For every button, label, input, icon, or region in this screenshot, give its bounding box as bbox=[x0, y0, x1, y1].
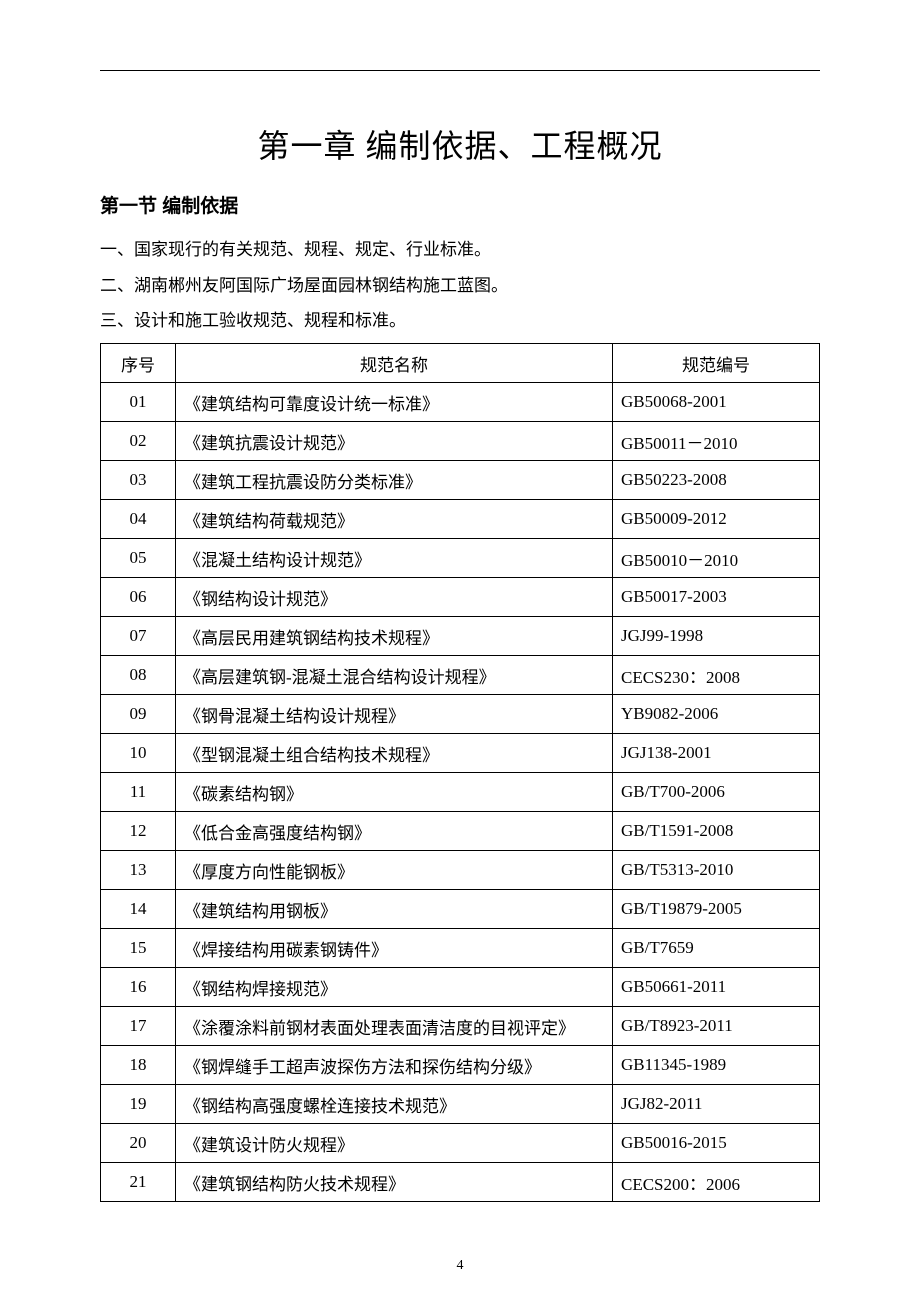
table-row: 03《建筑工程抗震设防分类标准》GB50223-2008 bbox=[101, 461, 820, 500]
cell-seq: 15 bbox=[101, 929, 176, 968]
table-body: 01《建筑结构可靠度设计统一标准》GB50068-200102《建筑抗震设计规范… bbox=[101, 383, 820, 1202]
cell-name: 《钢结构设计规范》 bbox=[176, 578, 613, 617]
th-code: 规范编号 bbox=[613, 344, 820, 383]
th-name: 规范名称 bbox=[176, 344, 613, 383]
cell-code: JGJ99-1998 bbox=[613, 617, 820, 656]
cell-name: 《型钢混凝土组合结构技术规程》 bbox=[176, 734, 613, 773]
cell-code: GB/T19879-2005 bbox=[613, 890, 820, 929]
cell-name: 《焊接结构用碳素钢铸件》 bbox=[176, 929, 613, 968]
cell-name: 《钢焊缝手工超声波探伤方法和探伤结构分级》 bbox=[176, 1046, 613, 1085]
cell-code: GB50068-2001 bbox=[613, 383, 820, 422]
cell-name: 《建筑结构可靠度设计统一标准》 bbox=[176, 383, 613, 422]
table-row: 18《钢焊缝手工超声波探伤方法和探伤结构分级》GB11345-1989 bbox=[101, 1046, 820, 1085]
table-row: 07《高层民用建筑钢结构技术规程》JGJ99-1998 bbox=[101, 617, 820, 656]
th-seq: 序号 bbox=[101, 344, 176, 383]
page-number: 4 bbox=[0, 1258, 920, 1274]
cell-code: CECS200：2006 bbox=[613, 1163, 820, 1202]
cell-code: GB50011－2010 bbox=[613, 422, 820, 461]
table-row: 21《建筑钢结构防火技术规程》CECS200：2006 bbox=[101, 1163, 820, 1202]
cell-code: GB50010－2010 bbox=[613, 539, 820, 578]
cell-name: 《混凝土结构设计规范》 bbox=[176, 539, 613, 578]
cell-seq: 21 bbox=[101, 1163, 176, 1202]
cell-code: YB9082-2006 bbox=[613, 695, 820, 734]
cell-seq: 04 bbox=[101, 500, 176, 539]
cell-seq: 09 bbox=[101, 695, 176, 734]
paragraph: 三、设计和施工验收规范、规程和标准。 bbox=[100, 303, 820, 339]
cell-name: 《建筑设计防火规程》 bbox=[176, 1124, 613, 1163]
cell-name: 《建筑钢结构防火技术规程》 bbox=[176, 1163, 613, 1202]
cell-seq: 12 bbox=[101, 812, 176, 851]
table-row: 08《高层建筑钢-混凝土混合结构设计规程》CECS230：2008 bbox=[101, 656, 820, 695]
table-row: 15《焊接结构用碳素钢铸件》GB/T7659 bbox=[101, 929, 820, 968]
cell-code: JGJ138-2001 bbox=[613, 734, 820, 773]
cell-seq: 06 bbox=[101, 578, 176, 617]
cell-name: 《涂覆涂料前钢材表面处理表面清洁度的目视评定》 bbox=[176, 1007, 613, 1046]
table-row: 04《建筑结构荷载规范》GB50009-2012 bbox=[101, 500, 820, 539]
cell-code: GB50016-2015 bbox=[613, 1124, 820, 1163]
page-container: 第一章 编制依据、工程概况 第一节 编制依据 一、国家现行的有关规范、规程、规定… bbox=[0, 0, 920, 1302]
table-row: 02《建筑抗震设计规范》GB50011－2010 bbox=[101, 422, 820, 461]
cell-code: GB/T5313-2010 bbox=[613, 851, 820, 890]
cell-code: GB50661-2011 bbox=[613, 968, 820, 1007]
cell-code: GB50017-2003 bbox=[613, 578, 820, 617]
cell-code: GB/T700-2006 bbox=[613, 773, 820, 812]
cell-seq: 16 bbox=[101, 968, 176, 1007]
cell-code: GB50223-2008 bbox=[613, 461, 820, 500]
cell-name: 《建筑结构荷载规范》 bbox=[176, 500, 613, 539]
table-row: 01《建筑结构可靠度设计统一标准》GB50068-2001 bbox=[101, 383, 820, 422]
table-row: 05《混凝土结构设计规范》GB50010－2010 bbox=[101, 539, 820, 578]
cell-seq: 14 bbox=[101, 890, 176, 929]
header-rule bbox=[100, 70, 820, 71]
paragraph: 二、湖南郴州友阿国际广场屋面园林钢结构施工蓝图。 bbox=[100, 268, 820, 304]
table-row: 11《碳素结构钢》GB/T700-2006 bbox=[101, 773, 820, 812]
cell-name: 《高层建筑钢-混凝土混合结构设计规程》 bbox=[176, 656, 613, 695]
cell-code: GB/T1591-2008 bbox=[613, 812, 820, 851]
table-header-row: 序号 规范名称 规范编号 bbox=[101, 344, 820, 383]
paragraph: 一、国家现行的有关规范、规程、规定、行业标准。 bbox=[100, 232, 820, 268]
cell-code: GB/T7659 bbox=[613, 929, 820, 968]
cell-code: JGJ82-2011 bbox=[613, 1085, 820, 1124]
table-row: 06《钢结构设计规范》GB50017-2003 bbox=[101, 578, 820, 617]
cell-seq: 19 bbox=[101, 1085, 176, 1124]
cell-seq: 01 bbox=[101, 383, 176, 422]
cell-name: 《碳素结构钢》 bbox=[176, 773, 613, 812]
table-row: 13《厚度方向性能钢板》GB/T5313-2010 bbox=[101, 851, 820, 890]
table-row: 14《建筑结构用钢板》GB/T19879-2005 bbox=[101, 890, 820, 929]
table-row: 20《建筑设计防火规程》GB50016-2015 bbox=[101, 1124, 820, 1163]
cell-code: GB11345-1989 bbox=[613, 1046, 820, 1085]
cell-code: GB50009-2012 bbox=[613, 500, 820, 539]
table-row: 10《型钢混凝土组合结构技术规程》JGJ138-2001 bbox=[101, 734, 820, 773]
section-title: 第一节 编制依据 bbox=[100, 191, 820, 218]
table-row: 12《低合金高强度结构钢》GB/T1591-2008 bbox=[101, 812, 820, 851]
cell-seq: 17 bbox=[101, 1007, 176, 1046]
chapter-title: 第一章 编制依据、工程概况 bbox=[100, 121, 820, 167]
cell-seq: 18 bbox=[101, 1046, 176, 1085]
cell-name: 《建筑抗震设计规范》 bbox=[176, 422, 613, 461]
cell-name: 《低合金高强度结构钢》 bbox=[176, 812, 613, 851]
standards-table: 序号 规范名称 规范编号 01《建筑结构可靠度设计统一标准》GB50068-20… bbox=[100, 343, 820, 1202]
cell-code: GB/T8923-2011 bbox=[613, 1007, 820, 1046]
cell-name: 《建筑工程抗震设防分类标准》 bbox=[176, 461, 613, 500]
cell-name: 《厚度方向性能钢板》 bbox=[176, 851, 613, 890]
table-row: 16《钢结构焊接规范》GB50661-2011 bbox=[101, 968, 820, 1007]
cell-seq: 13 bbox=[101, 851, 176, 890]
cell-seq: 08 bbox=[101, 656, 176, 695]
cell-name: 《钢结构焊接规范》 bbox=[176, 968, 613, 1007]
cell-seq: 02 bbox=[101, 422, 176, 461]
table-row: 17《涂覆涂料前钢材表面处理表面清洁度的目视评定》GB/T8923-2011 bbox=[101, 1007, 820, 1046]
table-row: 19《钢结构高强度螺栓连接技术规范》JGJ82-2011 bbox=[101, 1085, 820, 1124]
cell-name: 《建筑结构用钢板》 bbox=[176, 890, 613, 929]
cell-seq: 05 bbox=[101, 539, 176, 578]
cell-seq: 07 bbox=[101, 617, 176, 656]
cell-seq: 03 bbox=[101, 461, 176, 500]
cell-seq: 11 bbox=[101, 773, 176, 812]
cell-name: 《钢骨混凝土结构设计规程》 bbox=[176, 695, 613, 734]
table-row: 09《钢骨混凝土结构设计规程》YB9082-2006 bbox=[101, 695, 820, 734]
cell-name: 《高层民用建筑钢结构技术规程》 bbox=[176, 617, 613, 656]
cell-seq: 10 bbox=[101, 734, 176, 773]
cell-seq: 20 bbox=[101, 1124, 176, 1163]
cell-name: 《钢结构高强度螺栓连接技术规范》 bbox=[176, 1085, 613, 1124]
cell-code: CECS230：2008 bbox=[613, 656, 820, 695]
